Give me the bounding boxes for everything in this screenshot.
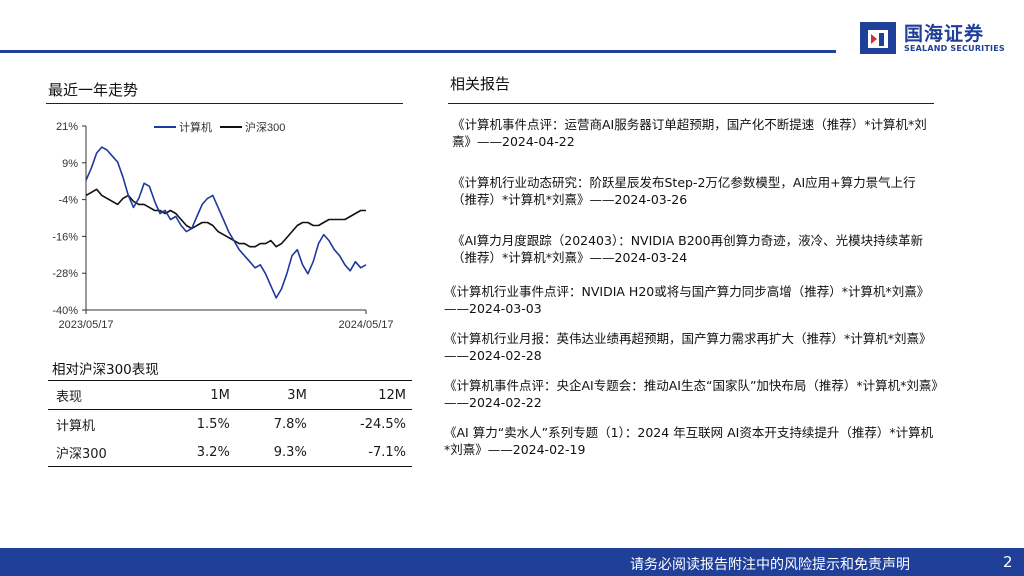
trend-line-chart: 21% 9% -4% -16% -28% -40% 2023/05/17 2024/05/17… — [52, 120, 393, 331]
x-tick-label: 2023/05/17 — [58, 319, 113, 331]
trend-chart: 21% 9% -4% -16% -28% -40% 2023/05/17 2024/05/17… — [46, 112, 406, 340]
y-tick-label: -4% — [58, 195, 78, 207]
table-cell: -24.5% — [360, 416, 406, 432]
reports-title-rule — [448, 103, 934, 104]
table-cell: 7.8% — [273, 416, 307, 432]
report-link[interactable]: 《计算机行业事件点评：NVIDIA H20或将与国产算力同步高增（推荐）*计算机… — [444, 284, 930, 316]
legend-label: 沪深300 — [245, 120, 285, 134]
brand-name-cn: 国海证券 — [904, 23, 985, 45]
report-link[interactable]: 《计算机行业月报：英伟达业绩再超预期，国产算力需求再扩大（推荐）*计算机*刘熹》… — [444, 331, 932, 363]
relative-perf-title: 相对沪深300表现 — [52, 362, 159, 378]
brand-name-en: SEALAND SECURITIES — [904, 44, 1005, 53]
related-reports-title: 相关报告 — [450, 75, 511, 93]
table-cell: 9.3% — [273, 444, 307, 460]
series-line — [85, 146, 367, 299]
relative-perf-table: 表现 1M 3M 12M 计算机 1.5% 7.8% -24.5% 沪深300 … — [48, 380, 412, 467]
disclaimer-text: 请务必阅读报告附注中的风险提示和免责声明 — [630, 557, 910, 573]
table-cell: 3.2% — [196, 444, 230, 460]
header-rule — [0, 50, 836, 53]
series-line — [85, 188, 366, 248]
table-header-row: 表现 1M 3M 12M — [48, 380, 412, 410]
report-link[interactable]: 《计算机事件点评：央企AI专题会：推动AI生态“国家队”加快布局（推荐）*计算机… — [444, 378, 938, 410]
report-link[interactable]: 《计算机行业动态研究：阶跃星辰发布Step-2万亿参数模型，AI应用+算力景气上… — [452, 175, 916, 207]
sealand-logo-icon — [860, 22, 896, 54]
x-tick-label: 2024/05/17 — [338, 319, 393, 331]
table-row: 计算机 1.5% 7.8% -24.5% — [48, 410, 412, 439]
table-header-cell: 3M — [287, 387, 307, 403]
table-row: 沪深300 3.2% 9.3% -7.1% — [48, 438, 412, 467]
y-tick-label: 9% — [62, 158, 78, 170]
table-cell: -7.1% — [368, 444, 406, 460]
table-header-cell: 表现 — [56, 389, 83, 405]
table-header-cell: 12M — [378, 387, 406, 403]
table-header-cell: 1M — [210, 387, 230, 403]
report-link[interactable]: 《计算机事件点评：运营商AI服务器订单超预期，国产化不断提速（推荐）*计算机*刘… — [452, 117, 927, 149]
report-link[interactable]: 《AI 算力“卖水人”系列专题（1）：2024 年互联网 AI资本开支持续提升（… — [444, 425, 934, 457]
y-tick-label: -16% — [52, 231, 78, 243]
page-number: 2 — [1003, 553, 1013, 571]
table-cell: 计算机 — [56, 418, 96, 434]
trend-section-title: 最近一年走势 — [48, 81, 139, 99]
y-tick-label: -40% — [52, 305, 78, 317]
footer-bar: 请务必阅读报告附注中的风险提示和免责声明 2 — [0, 548, 1024, 576]
y-tick-label: 21% — [56, 121, 78, 133]
report-link[interactable]: 《AI算力月度跟踪（202403）：NVIDIA B200再创算力奇迹，液冷、光… — [452, 233, 924, 265]
legend-label: 计算机 — [179, 120, 212, 134]
brand-logo: 国海证券 SEALAND SECURITIES — [858, 18, 1008, 58]
trend-title-rule — [46, 103, 403, 104]
table-cell: 沪深300 — [56, 446, 107, 462]
table-cell: 1.5% — [196, 416, 230, 432]
y-tick-label: -28% — [52, 268, 78, 280]
